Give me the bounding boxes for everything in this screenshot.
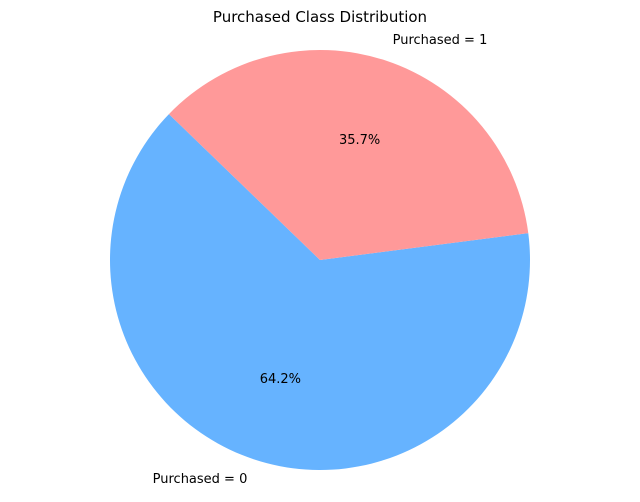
pie-slice-label-0: Purchased = 0 (153, 472, 248, 487)
chart-title: Purchased Class Distribution (213, 8, 427, 26)
pie-slice-label-1: Purchased = 1 (393, 33, 488, 48)
pie-slices (110, 50, 530, 471)
pie-labels: 64.2% Purchased = 0 35.7% Purchased = 1 (153, 33, 488, 487)
pie-slice-percent-1: 35.7% (339, 133, 380, 148)
pie-slice-percent-0: 64.2% (260, 372, 301, 387)
pie-slice-1 (168, 50, 529, 261)
pie-slice-0 (110, 114, 530, 471)
